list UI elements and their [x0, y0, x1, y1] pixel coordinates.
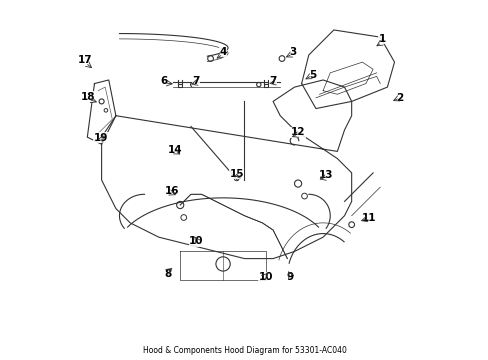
Text: 5: 5	[308, 70, 315, 80]
Text: 9: 9	[286, 272, 293, 282]
Text: 8: 8	[164, 269, 171, 279]
Text: 14: 14	[167, 145, 182, 155]
Text: 12: 12	[290, 127, 305, 138]
Text: 16: 16	[165, 186, 179, 197]
Text: 18: 18	[81, 92, 95, 102]
Text: Hood & Components Hood Diagram for 53301-AC040: Hood & Components Hood Diagram for 53301…	[142, 346, 346, 355]
Text: 13: 13	[318, 170, 332, 180]
Text: 10: 10	[258, 272, 273, 282]
Text: 7: 7	[192, 76, 200, 86]
Text: 2: 2	[395, 93, 403, 103]
Text: 11: 11	[362, 213, 376, 223]
Text: 6: 6	[160, 76, 167, 86]
Text: 15: 15	[229, 168, 244, 179]
Text: 4: 4	[219, 47, 226, 57]
Text: 1: 1	[378, 34, 385, 44]
Text: 10: 10	[189, 237, 203, 247]
Text: 17: 17	[78, 55, 93, 65]
Text: 3: 3	[288, 47, 296, 57]
Text: 19: 19	[94, 133, 108, 143]
Text: 7: 7	[269, 76, 276, 86]
